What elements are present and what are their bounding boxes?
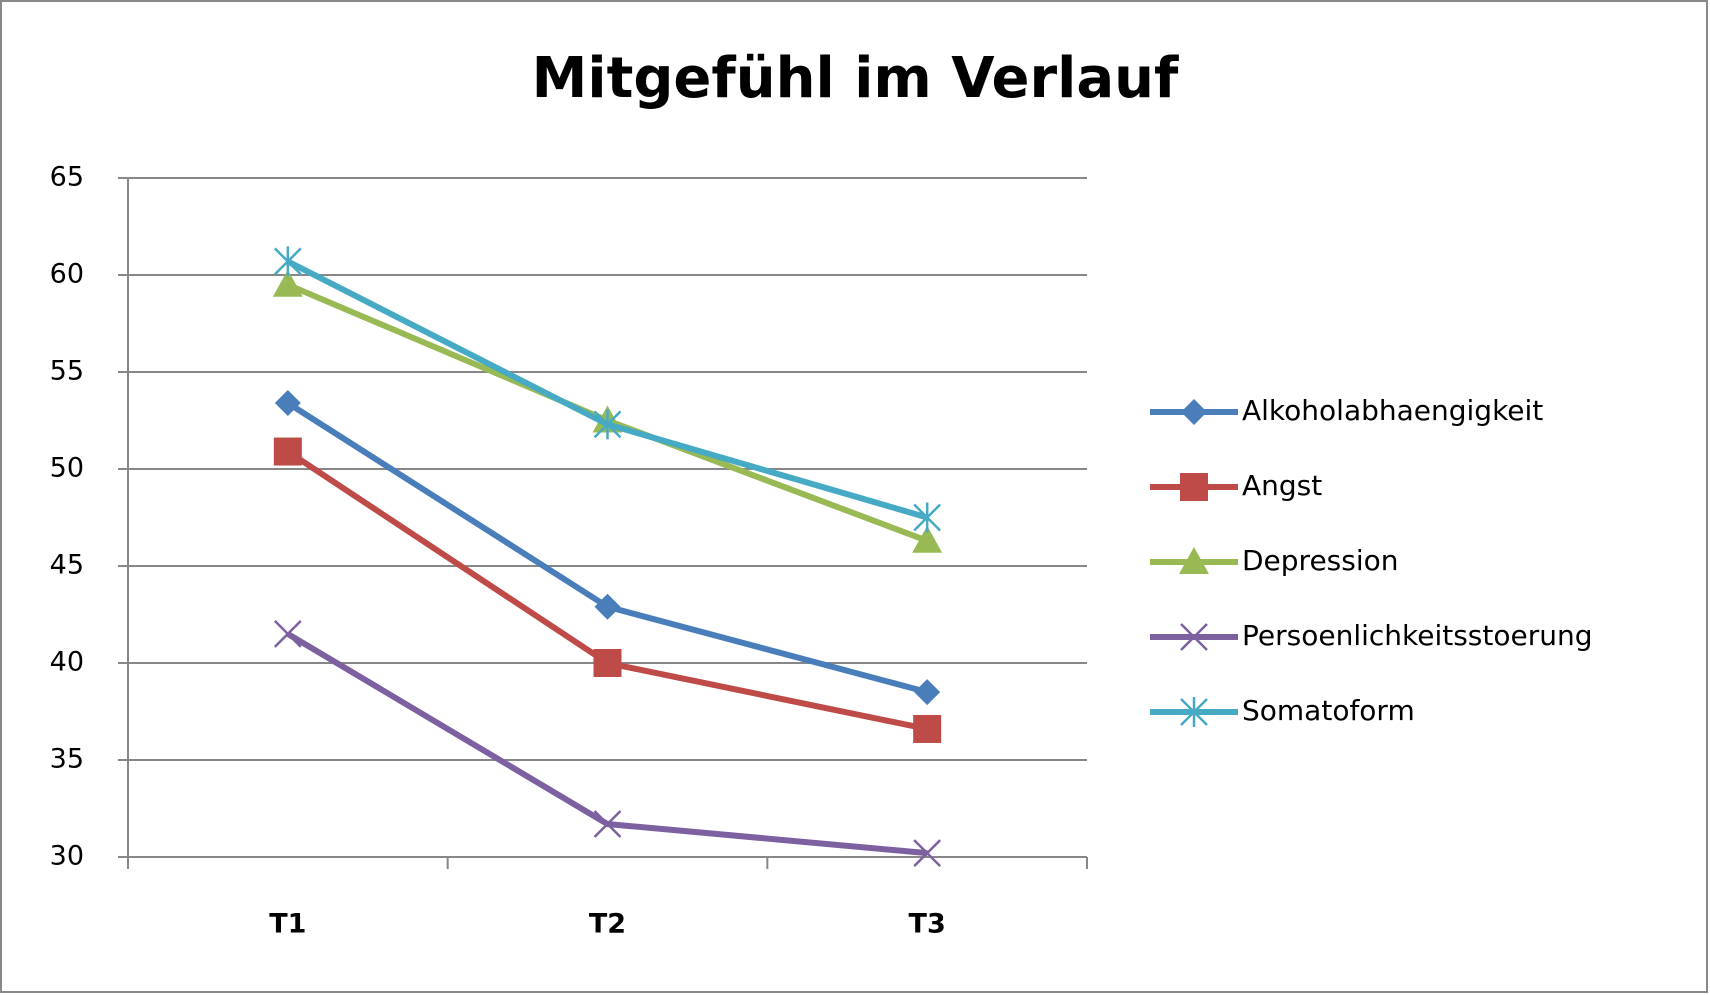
marker <box>593 649 622 677</box>
legend-marker <box>1180 697 1208 727</box>
legend-label: Persoenlichkeitsstoerung <box>1242 619 1593 652</box>
marker <box>273 620 302 648</box>
y-tick-label: 30 <box>50 841 84 872</box>
marker <box>912 525 943 553</box>
legend-label: Alkoholabhaengigkeit <box>1242 394 1543 427</box>
legend-label: Somatoform <box>1242 694 1415 727</box>
y-tick-label: 55 <box>50 356 84 387</box>
y-tick-label: 45 <box>50 550 84 581</box>
legend-marker <box>1180 473 1208 501</box>
chart-title: Mitgefühl im Verlauf <box>532 46 1179 111</box>
marker <box>913 502 942 533</box>
x-tick-label: T2 <box>589 909 626 940</box>
marker <box>913 714 942 743</box>
marker <box>913 839 942 868</box>
y-tick-label: 35 <box>50 744 84 775</box>
marker <box>593 810 622 838</box>
marker <box>594 593 621 620</box>
x-tick-label: T1 <box>269 909 306 940</box>
y-tick-label: 50 <box>50 453 84 484</box>
legend-label: Depression <box>1242 544 1399 577</box>
marker <box>273 437 302 466</box>
marker <box>914 679 941 706</box>
marker <box>593 409 622 440</box>
y-tick-label: 40 <box>50 647 84 678</box>
x-tick-label: T3 <box>909 909 946 940</box>
y-tick-label: 60 <box>50 259 84 290</box>
marker <box>272 269 303 297</box>
legend-marker <box>1179 547 1209 574</box>
y-tick-label: 65 <box>50 162 84 193</box>
marker <box>274 390 301 417</box>
legend-label: Angst <box>1242 469 1322 502</box>
legend-marker <box>1181 399 1207 425</box>
marker <box>273 246 302 277</box>
legend-marker <box>1180 623 1208 651</box>
